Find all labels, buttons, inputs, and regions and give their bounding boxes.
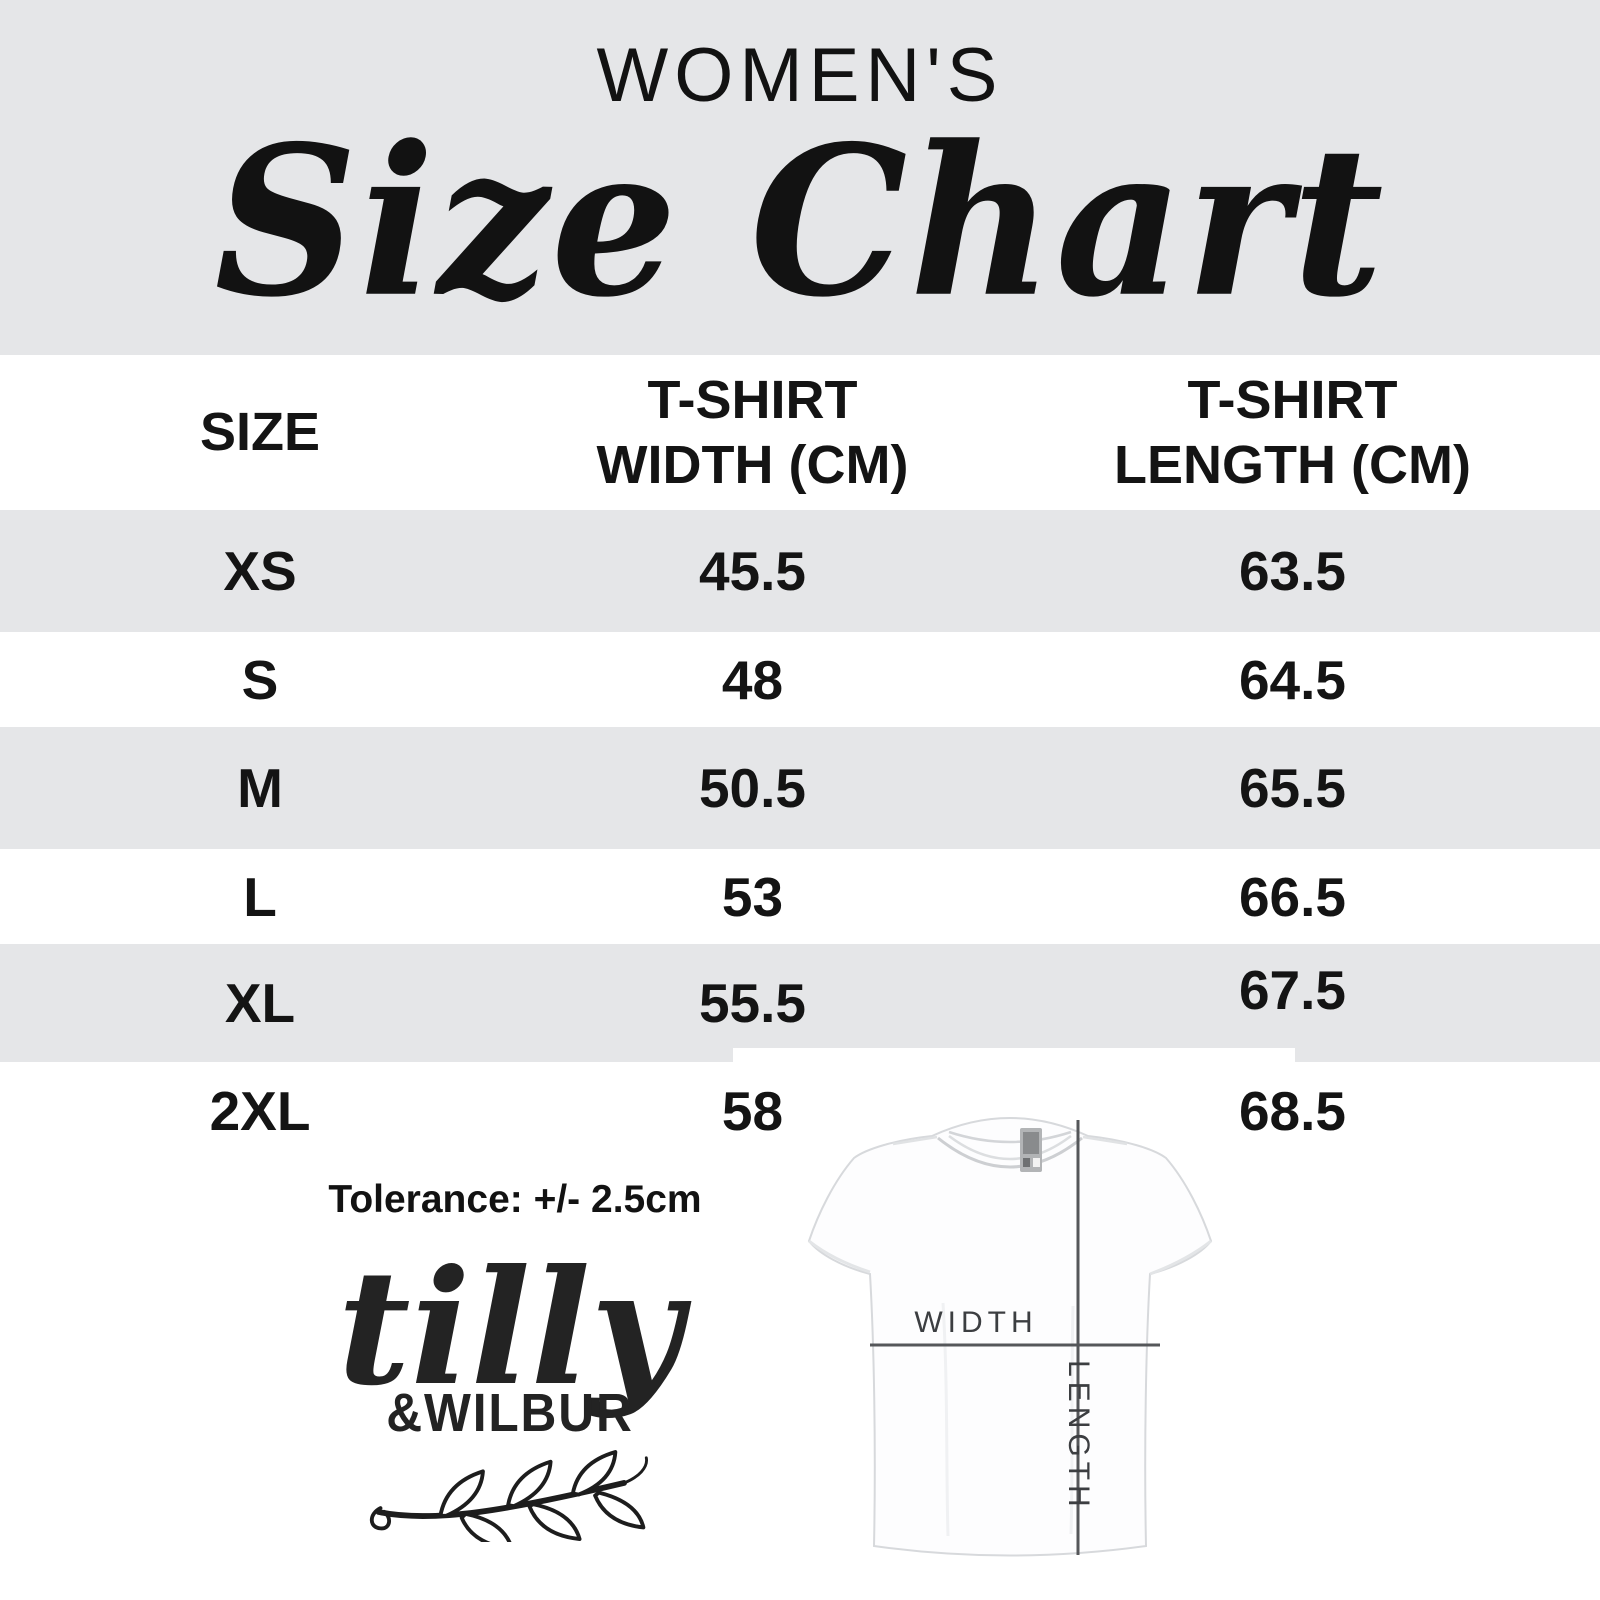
page-title: Size Chart xyxy=(214,100,1386,343)
right-sleeve-hem xyxy=(1149,1239,1212,1276)
length-value: 63.5 xyxy=(1238,540,1347,602)
width-value: 55.5 xyxy=(698,972,807,1034)
table-row-xl: XL 55.5 67.5 xyxy=(0,944,1600,1062)
width-value: 53 xyxy=(721,865,784,928)
length-label: LENGTH xyxy=(1062,1360,1095,1512)
table-row-2xl: 2XL 58 68.5 xyxy=(0,1062,1600,1160)
header-band: WOMEN'S Size Chart xyxy=(0,0,1600,355)
column-header-width: T-SHIRT WIDTH (CM) xyxy=(596,369,909,495)
size-label: 2XL xyxy=(209,1080,311,1142)
width-label: WIDTH xyxy=(914,1306,1037,1339)
table-header-row: SIZE T-SHIRT WIDTH (CM) T-SHIRT LENGTH (… xyxy=(0,355,1600,510)
length-value: 67.5 xyxy=(1238,959,1347,1021)
tshirt-diagram: WIDTH LENGTH xyxy=(733,1048,1295,1600)
size-label: L xyxy=(243,865,277,928)
brand-logo: tilly &WILBUR xyxy=(320,1236,700,1551)
length-value: 68.5 xyxy=(1238,1080,1347,1142)
size-label: M xyxy=(237,757,283,819)
length-value: 64.5 xyxy=(1238,648,1347,711)
brand-name-caps: &WILBUR xyxy=(386,1383,634,1443)
table-row-m: M 50.5 65.5 xyxy=(0,727,1600,849)
table-row-l: L 53 66.5 xyxy=(0,849,1600,944)
collar-inner xyxy=(948,1135,1072,1161)
column-header-length: T-SHIRT LENGTH (CM) xyxy=(1114,369,1471,495)
back-collar xyxy=(948,1130,1072,1144)
table-row-s: S 48 64.5 xyxy=(0,632,1600,727)
length-value: 66.5 xyxy=(1238,865,1347,928)
size-label: XL xyxy=(224,972,296,1034)
laurel-branch-icon xyxy=(369,1450,648,1551)
size-label: S xyxy=(241,648,279,711)
column-header-size: SIZE xyxy=(199,402,321,463)
width-value: 50.5 xyxy=(698,757,807,819)
length-value: 65.5 xyxy=(1238,757,1347,819)
header-kicker: WOMEN'S xyxy=(596,33,1004,118)
width-value: 48 xyxy=(721,648,784,711)
shoulder-seams xyxy=(892,1135,1128,1146)
table-row-xs: XS 45.5 63.5 xyxy=(0,510,1600,632)
size-label: XS xyxy=(223,540,297,602)
tolerance-note: Tolerance: +/- 2.5cm xyxy=(328,1178,702,1221)
width-value: 45.5 xyxy=(698,540,807,602)
left-sleeve-hem xyxy=(808,1239,871,1274)
collar-outer xyxy=(937,1136,1083,1169)
tshirt-photo: WIDTH LENGTH xyxy=(807,1117,1213,1557)
size-table: SIZE T-SHIRT WIDTH (CM) T-SHIRT LENGTH (… xyxy=(0,355,1600,1160)
width-value: 58 xyxy=(721,1080,784,1142)
brand-name-script: tilly xyxy=(337,1236,683,1421)
neck-tag xyxy=(1020,1128,1042,1172)
tshirt-body xyxy=(807,1117,1213,1557)
